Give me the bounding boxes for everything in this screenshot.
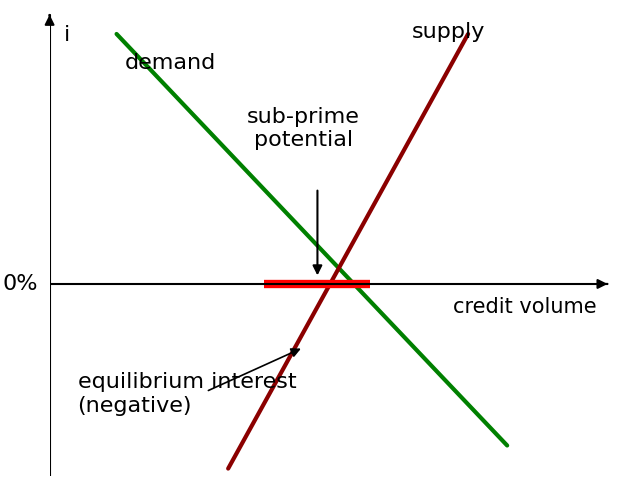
- Text: credit volume: credit volume: [453, 298, 596, 317]
- Text: equilibrium interest
(negative): equilibrium interest (negative): [78, 372, 296, 415]
- Text: supply: supply: [412, 23, 485, 42]
- Text: 0%: 0%: [3, 274, 38, 294]
- Text: demand: demand: [125, 53, 216, 73]
- Text: i: i: [64, 26, 70, 46]
- Text: sub-prime
potential: sub-prime potential: [247, 107, 360, 150]
